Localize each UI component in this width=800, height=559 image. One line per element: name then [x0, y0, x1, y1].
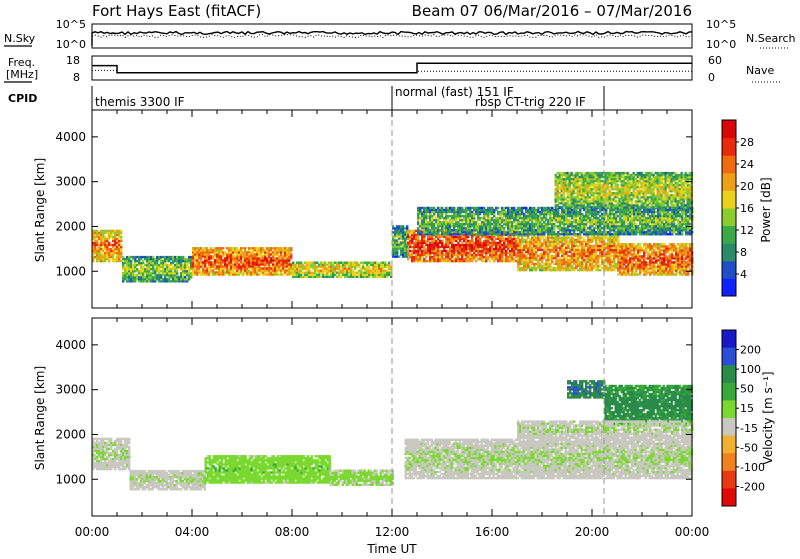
- heatmap-cell: [535, 269, 537, 271]
- heatmap-cell: [613, 269, 615, 271]
- radar-title: Fort Hays East (fitACF): [92, 2, 261, 20]
- heatmap-cell: [493, 213, 495, 215]
- cpid-segment-rbsp: rbsp CT-trig 220 IF: [475, 95, 586, 109]
- heatmap-cell: [134, 280, 136, 282]
- heatmap-cell: [388, 262, 390, 264]
- nsky-panel: [92, 24, 692, 48]
- freq-tick-bottom: 8: [73, 71, 80, 84]
- nave-tick-bottom: 0: [708, 71, 715, 84]
- heatmap-cell: [204, 263, 206, 265]
- heatmap-cell: [122, 280, 124, 282]
- nsearch-tick-bottom: 10^0: [706, 38, 736, 51]
- nsky-tick-bottom: 10^0: [56, 38, 86, 51]
- heatmap-cell: [176, 268, 178, 270]
- heatmap-cell: [396, 249, 398, 251]
- nsearch-label: N.Search: [746, 32, 796, 45]
- freq-panel: [92, 56, 692, 80]
- nsky-series: [92, 32, 692, 47]
- heatmap-cell: [639, 243, 641, 245]
- heatmap-cell: [290, 247, 292, 249]
- heatmap-cell: [222, 247, 224, 249]
- heatmap-cell: [186, 280, 188, 282]
- heatmap-cell: [441, 240, 443, 242]
- cpid-segment-themis: themis 3300 IF: [95, 95, 185, 109]
- freq-tick-top: 18: [66, 54, 80, 67]
- heatmap-cell: [433, 213, 435, 215]
- nsky-label: N.Sky: [4, 32, 36, 45]
- nave-label: Nave: [746, 64, 774, 77]
- heatmap-cell: [671, 251, 673, 253]
- heatmap-cell: [573, 269, 575, 271]
- cpid-label: CPID: [8, 92, 37, 105]
- heatmap-cell: [268, 263, 270, 265]
- heatmap-cell: [290, 253, 292, 255]
- heatmap-cell: [425, 256, 427, 258]
- heatmap-cell: [639, 251, 641, 253]
- heatmap-cell: [108, 242, 110, 244]
- heatmap-cell: [406, 225, 408, 227]
- heatmap-cell: [479, 213, 481, 215]
- heatmap-cell: [120, 236, 122, 238]
- nave-tick-top: 60: [708, 54, 722, 67]
- beam-title: Beam 07 06/Mar/2016 – 07/Mar/2016: [412, 2, 692, 20]
- heatmap-cell: [599, 269, 601, 271]
- heatmap-cell: [120, 230, 122, 232]
- heatmap-cell: [525, 269, 527, 271]
- nsearch-tick-top: 10^5: [706, 18, 736, 31]
- heatmap-cell: [591, 269, 593, 271]
- heatmap-cell: [120, 244, 122, 246]
- freq-label-line2: [MHz]: [6, 68, 38, 81]
- heatmap-cell: [244, 247, 246, 249]
- nsky-tick-top: 10^5: [56, 18, 86, 31]
- heatmap-cell: [441, 213, 443, 215]
- heatmap-cell: [154, 280, 156, 282]
- heatmap-cell: [497, 207, 499, 209]
